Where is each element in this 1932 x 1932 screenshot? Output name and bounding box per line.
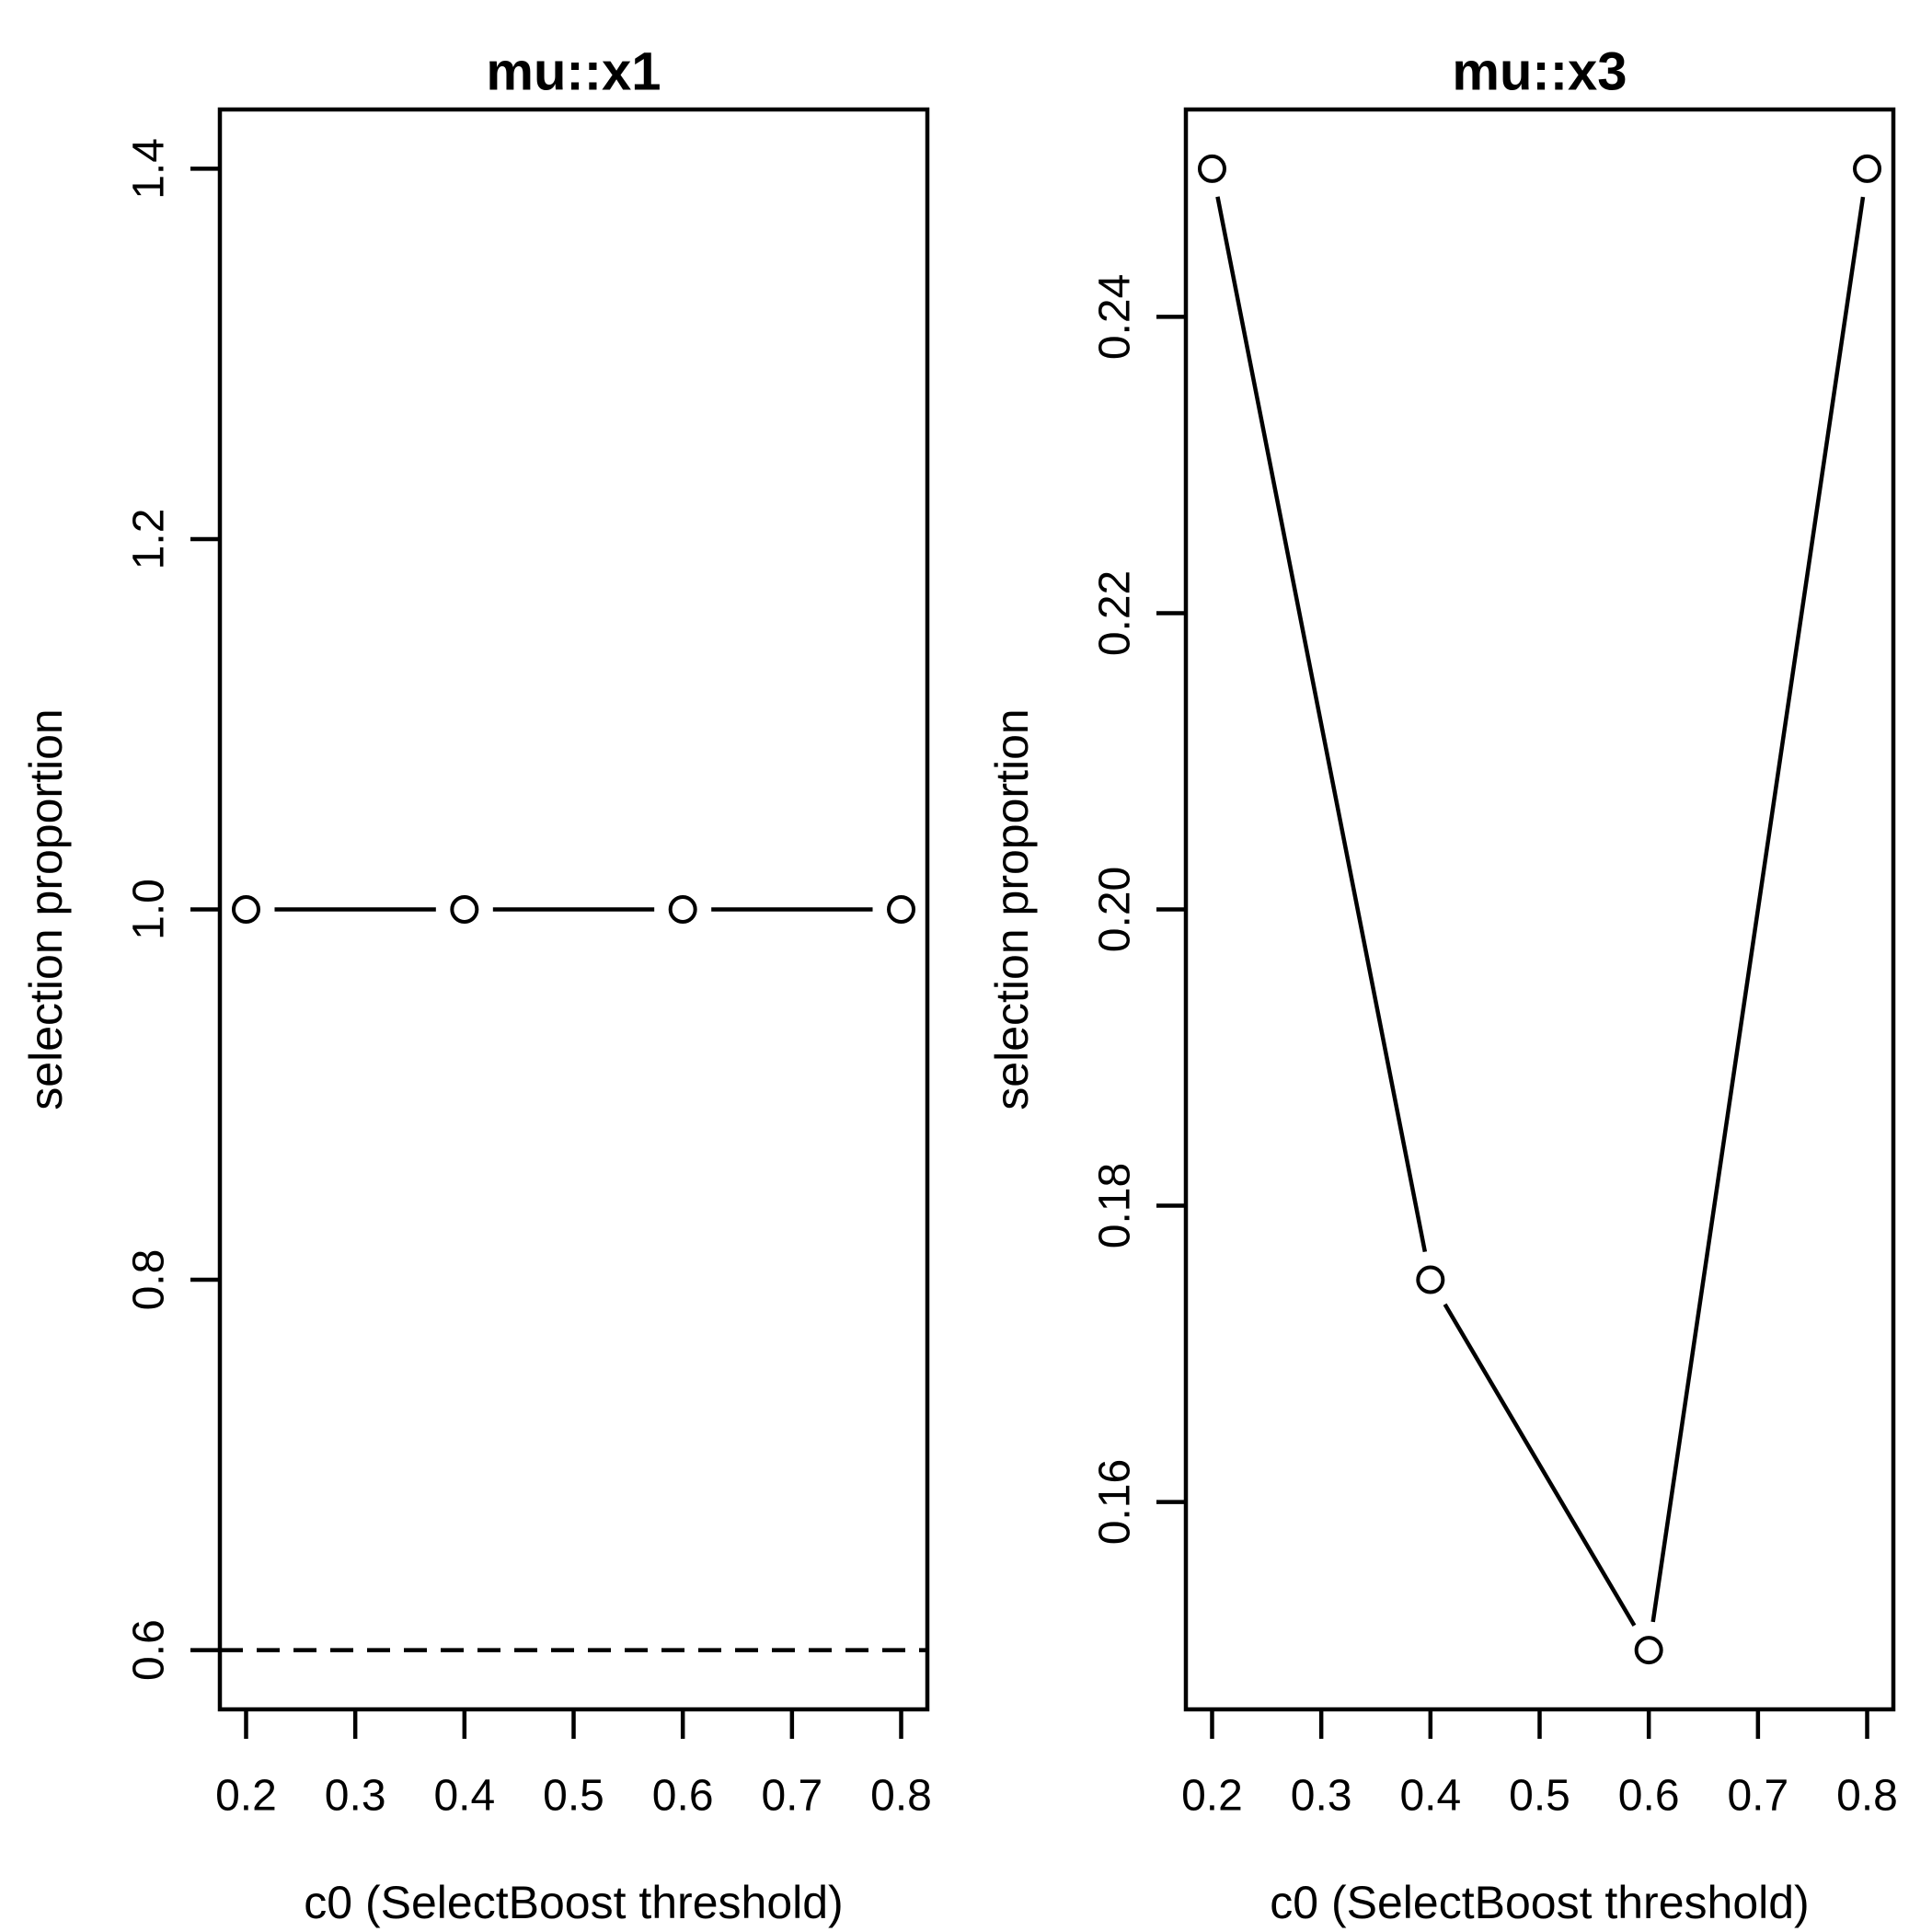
y-axis-title: selection proportion bbox=[20, 708, 72, 1110]
data-point bbox=[231, 895, 260, 924]
x-tick-label: 0.4 bbox=[433, 1772, 495, 1821]
x-axis-title: c0 (SelectBoost threshold) bbox=[1270, 1877, 1809, 1928]
y-tick-label: 0.20 bbox=[1091, 867, 1140, 952]
data-point bbox=[1416, 1265, 1445, 1294]
y-tick-label: 0.6 bbox=[125, 1619, 174, 1681]
y-tick-label: 0.18 bbox=[1091, 1163, 1140, 1248]
line-segment bbox=[1443, 1303, 1637, 1627]
plot-panel-mu::x1: 0.2 0.3 0.4 0.5 0.6 0.7 0.80.60.81.01.21.4mu::… bbox=[20, 42, 932, 1929]
y-axis-title: selection proportion bbox=[986, 708, 1038, 1110]
y-tick-label: 0.8 bbox=[125, 1249, 174, 1311]
x-tick-label: 0.7 bbox=[761, 1772, 822, 1821]
x-tick-label: 0.6 bbox=[1618, 1772, 1680, 1821]
data-point bbox=[1853, 154, 1882, 183]
x-tick-label: 0.4 bbox=[1399, 1772, 1461, 1821]
line-segment bbox=[1215, 196, 1428, 1253]
data-point bbox=[668, 895, 697, 924]
y-tick-label: 1.4 bbox=[125, 138, 174, 200]
plot-panel-mu::x3: 0.2 0.3 0.4 0.5 0.6 0.7 0.8 0.16 0.18 0.20 0.22 0.2… bbox=[986, 42, 1898, 1929]
plot-title: mu::x3 bbox=[1452, 42, 1627, 102]
x-tick-label: 0.3 bbox=[1291, 1772, 1352, 1821]
x-tick-label: 0.8 bbox=[1836, 1772, 1898, 1821]
data-point bbox=[887, 895, 916, 924]
x-tick-label: 0.6 bbox=[652, 1772, 714, 1821]
y-tick-label: 0.24 bbox=[1091, 274, 1140, 360]
x-axis-title: c0 (SelectBoost threshold) bbox=[304, 1877, 843, 1928]
data-point bbox=[1197, 154, 1226, 183]
x-tick-label: 0.5 bbox=[1509, 1772, 1570, 1821]
x-tick-label: 0.3 bbox=[325, 1772, 386, 1821]
line-segment bbox=[1650, 196, 1866, 1623]
data-point bbox=[1634, 1636, 1663, 1665]
y-tick-label: 1.0 bbox=[125, 879, 174, 940]
x-tick-label: 0.8 bbox=[870, 1772, 932, 1821]
x-tick-label: 0.5 bbox=[543, 1772, 604, 1821]
x-tick-label: 0.2 bbox=[215, 1772, 277, 1821]
y-tick-label: 0.22 bbox=[1091, 570, 1140, 656]
y-tick-label: 1.2 bbox=[125, 509, 174, 570]
x-tick-label: 0.2 bbox=[1181, 1772, 1243, 1821]
x-tick-label: 0.7 bbox=[1727, 1772, 1788, 1821]
y-tick-label: 0.16 bbox=[1091, 1459, 1140, 1545]
plot-title: mu::x1 bbox=[486, 42, 661, 102]
data-point bbox=[450, 895, 479, 924]
